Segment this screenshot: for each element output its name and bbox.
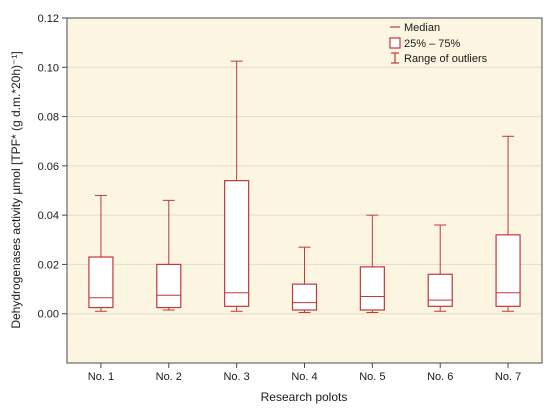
x-tick-label: No. 1 [88, 371, 114, 383]
legend-whisker-swatch [391, 52, 399, 64]
y-axis-title: Dehydrogenases activity µmol [TPF* (g d.… [9, 51, 23, 328]
boxes [88, 60, 521, 313]
x-tick-label: No. 2 [156, 371, 182, 383]
box-plot-item [427, 224, 453, 312]
x-tick-label: No. 6 [427, 371, 453, 383]
box-plot-item [88, 194, 114, 312]
iqr-box [291, 283, 318, 311]
y-tick-label: 0.02 [38, 259, 59, 271]
plot-frame [66, 17, 543, 364]
x-tick-label: No. 3 [223, 371, 249, 383]
box-plot-item [224, 60, 250, 312]
box-plot-item [495, 135, 521, 312]
box-plot-item [359, 214, 385, 313]
box-plot-item [156, 199, 182, 311]
axis-ticks: 0.00 0.02 0.04 0.06 0.08 0.10 0.12 No. 1 No. 2 No… [38, 13, 522, 383]
iqr-box [427, 273, 453, 307]
legend-box-label: 25% – 75% [404, 38, 460, 50]
y-tick-label: 0.12 [38, 13, 59, 25]
x-tick-label: No. 5 [359, 371, 385, 383]
legend: Median 25% – 75% Range of outliers [389, 22, 488, 65]
iqr-box [88, 256, 114, 309]
y-tick-label: 0.04 [38, 210, 59, 222]
x-tick-label: No. 7 [495, 371, 521, 383]
iqr-box [495, 234, 521, 307]
iqr-box [224, 180, 250, 307]
legend-box-swatch [389, 37, 401, 49]
x-axis-title: Research polots [261, 390, 348, 404]
y-tick-label: 0.06 [38, 161, 59, 173]
iqr-box [156, 263, 182, 309]
y-tick-label: 0.08 [38, 112, 59, 124]
y-tick-label: 0.00 [38, 309, 59, 321]
iqr-box [359, 266, 385, 311]
y-tick-label: 0.10 [38, 62, 59, 74]
x-tick-label: No. 4 [291, 371, 317, 383]
box-plot-item [291, 246, 318, 313]
legend-whisker-label: Range of outliers [404, 53, 488, 65]
legend-median-label: Median [404, 22, 440, 34]
